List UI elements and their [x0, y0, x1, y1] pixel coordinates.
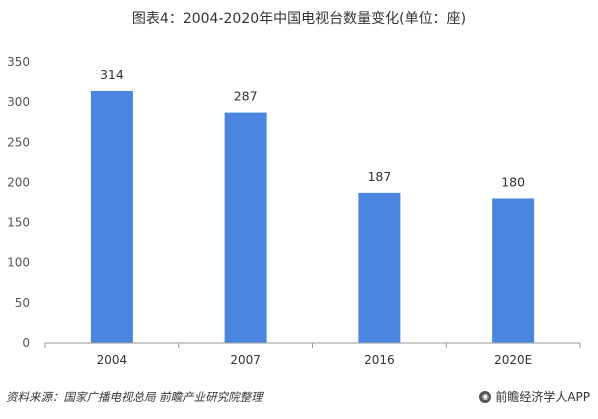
brand-logo-icon: ◉ — [479, 390, 492, 403]
chart-title: 图表4：2004-2020年中国电视台数量变化(单位：座) — [131, 11, 467, 27]
y-axis: 0 50 100 150 200 250 300 350 — [7, 55, 30, 350]
y-tick-label: 150 — [7, 216, 30, 230]
brand-footer: ◉ 前瞻经济学人APP — [479, 388, 590, 405]
x-axis: 2004 2007 2016 2020E — [44, 342, 581, 367]
data-label-2016: 187 — [367, 169, 391, 184]
x-tick-label: 2004 — [97, 353, 128, 367]
y-tick-label: 350 — [7, 55, 30, 69]
data-labels-group: 314 287 187 180 — [100, 67, 525, 190]
y-tick-label: 200 — [7, 175, 30, 189]
brand-label: 前瞻经济学人APP — [495, 390, 590, 404]
bar-2020E — [492, 198, 535, 343]
y-tick-label: 50 — [15, 296, 30, 310]
y-tick-label: 100 — [7, 256, 30, 270]
source-note: 资料来源：国家广播电视总局 前瞻产业研究院整理 — [6, 390, 263, 404]
bars-group — [90, 90, 535, 343]
y-tick-label: 0 — [22, 336, 30, 350]
data-label-2004: 314 — [100, 67, 124, 82]
bar-2007 — [224, 112, 267, 343]
x-tick-label: 2016 — [364, 353, 395, 367]
bar-2016 — [358, 192, 401, 343]
bar-2004 — [90, 90, 133, 343]
data-label-2007: 287 — [234, 89, 258, 104]
x-tick-label: 2007 — [230, 353, 261, 367]
data-label-2020E: 180 — [501, 174, 525, 189]
y-tick-label: 300 — [7, 95, 30, 109]
x-tick-label: 2020E — [494, 353, 532, 367]
y-tick-label: 250 — [7, 135, 30, 149]
